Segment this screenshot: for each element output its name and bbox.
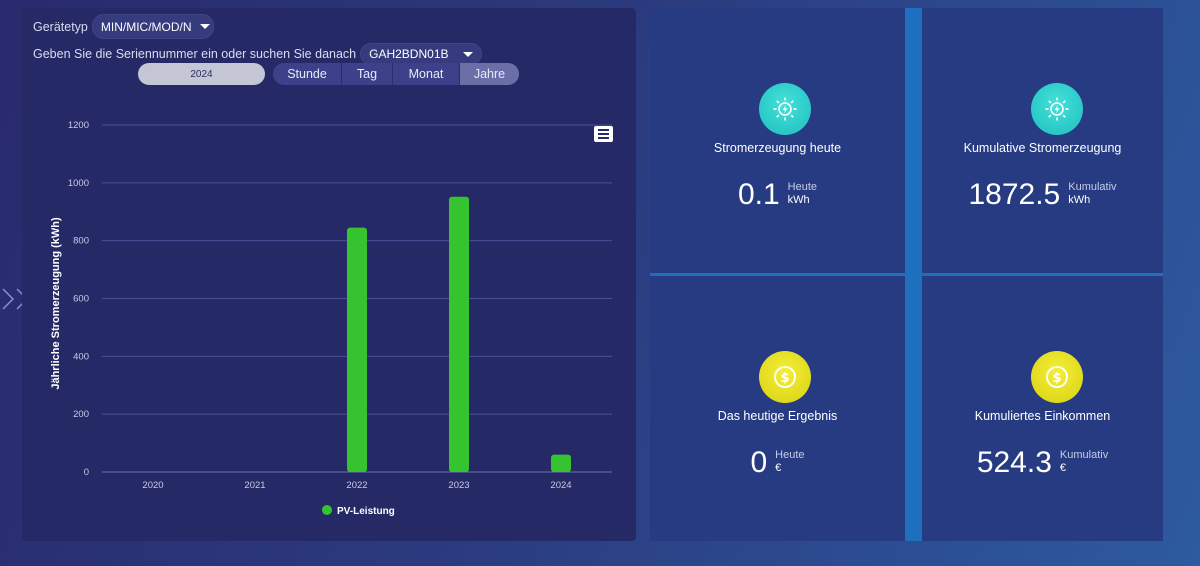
tile-value: 524.3 (976, 446, 1052, 479)
x-tick-label: 2021 (244, 480, 265, 491)
serial-value: GAH2BDN01B (369, 47, 449, 61)
stats-panel: Stromerzeugung heute 0.1 Heute kWh Ku (650, 8, 1163, 541)
svg-text:$: $ (780, 371, 789, 386)
period-button-jahre[interactable]: Jahre (460, 63, 519, 85)
legend-swatch (322, 505, 332, 515)
bar-2024 (551, 454, 571, 472)
x-tick-label: 2020 (142, 480, 163, 491)
tile-cumulative-income: $ Kumuliertes Einkommen 524.3 Kumulativ … (922, 276, 1163, 541)
tile-label: Kumuliertes Einkommen (974, 409, 1111, 423)
svg-text:$: $ (1052, 371, 1061, 386)
device-type-label: Gerätetyp (33, 19, 88, 34)
tile-today-earnings: $ Das heutige Ergebnis 0 Heute € (650, 276, 905, 541)
year-value: 2024 (190, 68, 213, 80)
y-tick-label: 1000 (68, 178, 89, 189)
tile-label: Stromerzeugung heute (713, 141, 842, 155)
device-type-value: MIN/MIC/MOD/N (100, 19, 192, 34)
y-tick-label: 600 (73, 294, 89, 305)
caret-down-icon (199, 24, 210, 29)
tile-label: Kumulative Stromerzeugung (963, 141, 1122, 155)
period-button-stunde[interactable]: Stunde (273, 63, 342, 85)
tile-meta-period: Heute (775, 449, 805, 461)
bar-2022 (347, 227, 367, 472)
tile-cumulative-generation: Kumulative Stromerzeugung 1872.5 Kumulat… (922, 8, 1163, 273)
device-type-row: Gerätetyp MIN/MIC/MOD/N (33, 14, 214, 39)
x-tick-label: 2024 (550, 480, 571, 491)
x-tick-label: 2023 (448, 480, 469, 491)
chart-panel: Gerätetyp MIN/MIC/MOD/N Geben Sie die Se… (22, 8, 636, 541)
y-tick-label: 800 (73, 236, 89, 247)
serial-label: Geben Sie die Seriennummer ein oder such… (33, 47, 357, 61)
tile-label: Das heutige Ergebnis (717, 409, 838, 423)
y-axis-label: Jährliche Stromerzeugung (kWh) (50, 217, 62, 390)
x-tick-label: 2022 (346, 480, 367, 491)
period-toggle-group: Stunde Tag Monat Jahre (273, 63, 519, 85)
caret-down-icon (463, 51, 474, 57)
bar-2023 (449, 196, 469, 473)
y-tick-label: 200 (73, 409, 89, 420)
tile-meta-unit: kWh (787, 194, 810, 206)
tile-value: 0.1 (737, 178, 780, 211)
sun-icon (759, 83, 811, 135)
tile-meta-period: Kumulativ (1059, 449, 1109, 461)
tile-meta-unit: € (1059, 462, 1067, 474)
yearly-generation-chart: 0 200 400 600 800 1000 1200 2020 2021 2022 2023 202… (50, 120, 612, 517)
dollar-coin-icon: $ (759, 351, 811, 403)
tile-meta-unit: kWh (1068, 194, 1091, 206)
tile-meta-unit: € (775, 462, 782, 474)
tile-today-generation: Stromerzeugung heute 0.1 Heute kWh (650, 8, 905, 273)
device-type-select[interactable]: MIN/MIC/MOD/N (91, 14, 214, 39)
dollar-coin-icon: $ (1031, 351, 1083, 403)
tile-value: 0 (750, 446, 768, 479)
sun-icon (1031, 83, 1083, 135)
tile-meta-period: Heute (787, 181, 818, 193)
y-tick-label: 1200 (68, 120, 89, 131)
legend-label: PV-Leistung (337, 506, 395, 517)
tile-value: 1872.5 (968, 178, 1061, 211)
serial-row: Geben Sie die Seriennummer ein oder such… (33, 43, 483, 65)
year-picker[interactable]: 2024 (138, 63, 265, 85)
chart-menu-icon[interactable] (594, 126, 613, 142)
serial-select[interactable]: GAH2BDN01B (360, 43, 483, 65)
y-tick-label: 0 (84, 467, 89, 478)
y-tick-label: 400 (73, 351, 89, 362)
period-button-tag[interactable]: Tag (342, 63, 393, 85)
tile-meta-period: Kumulativ (1068, 181, 1117, 193)
period-button-monat[interactable]: Monat (393, 63, 460, 85)
